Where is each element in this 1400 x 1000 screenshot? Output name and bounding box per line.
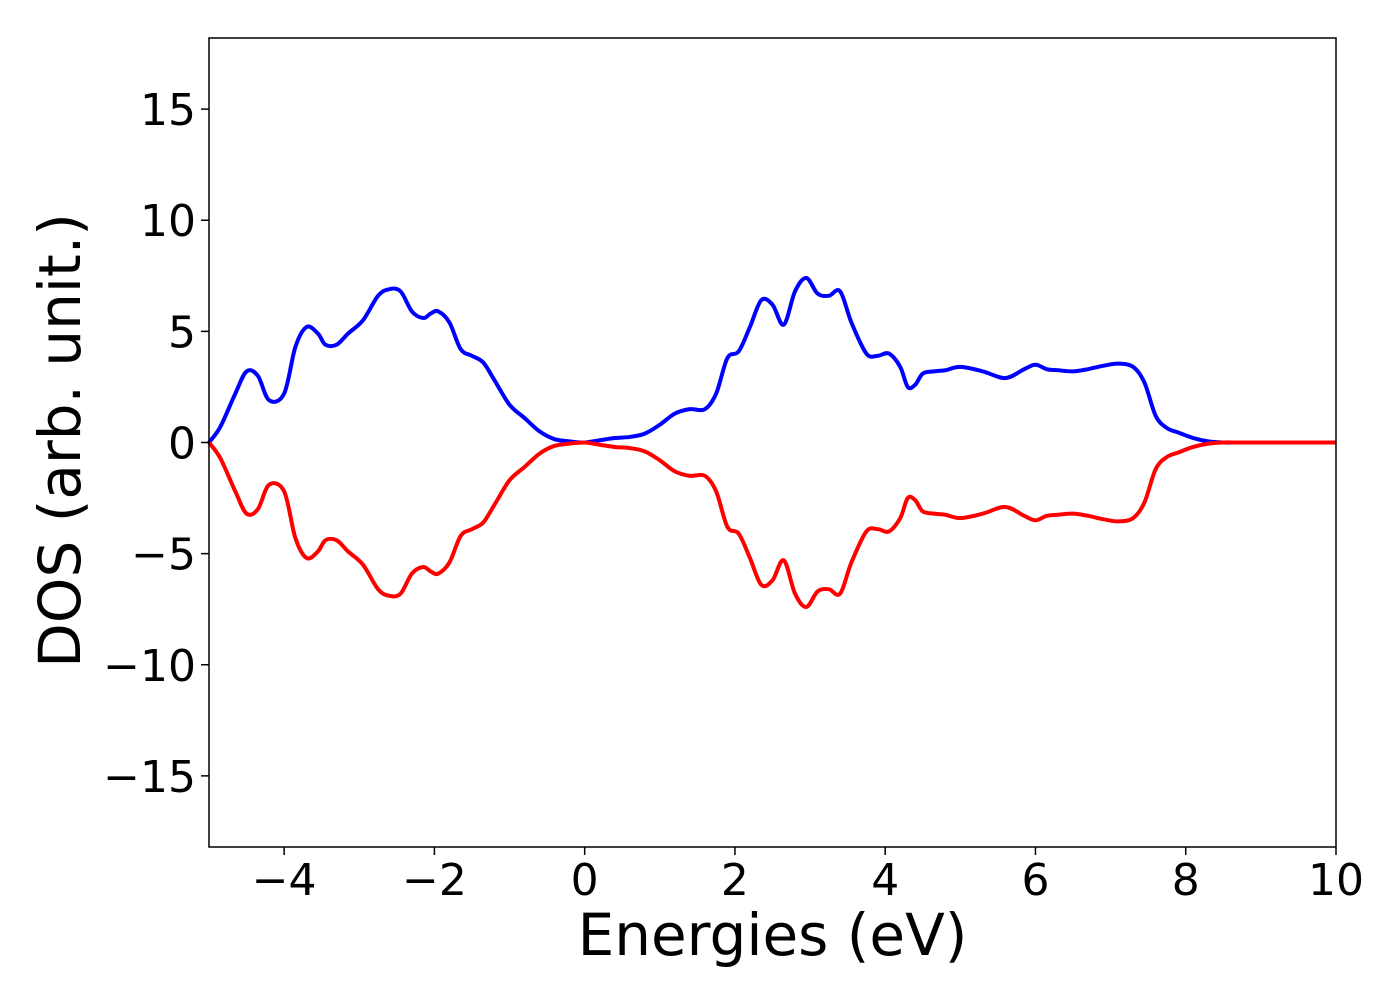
x-axis-title: Energies (eV) [578,901,968,969]
x-tick-label: 2 [721,855,749,906]
x-tick-label: 4 [871,855,899,906]
dos-series-blue-line [207,276,1336,445]
x-tick-label: 10 [1308,855,1364,906]
x-tick-label: −2 [402,855,467,906]
y-tick-label: −10 [103,641,196,692]
y-tick-label: 5 [168,307,196,358]
series-layer [207,276,1336,609]
plot-frame [208,37,1337,848]
y-axis-title: DOS (arb. unit.) [26,213,94,668]
x-tick-label: 8 [1172,855,1200,906]
y-tick-label: 0 [168,419,196,470]
x-tick-label: 6 [1021,855,1049,906]
x-tick-label: −4 [252,855,317,906]
ticks-layer: −4 −2 0 2 4 6 8 10 15 10 5 0 −5 −10 −15 [103,85,1364,906]
y-tick-label: 15 [140,85,196,136]
y-tick-label: −15 [103,752,196,803]
dos-series-red-line [207,440,1336,609]
y-tick-label: 10 [140,196,196,247]
y-tick-label: −5 [131,530,196,581]
x-tick-label: 0 [571,855,599,906]
